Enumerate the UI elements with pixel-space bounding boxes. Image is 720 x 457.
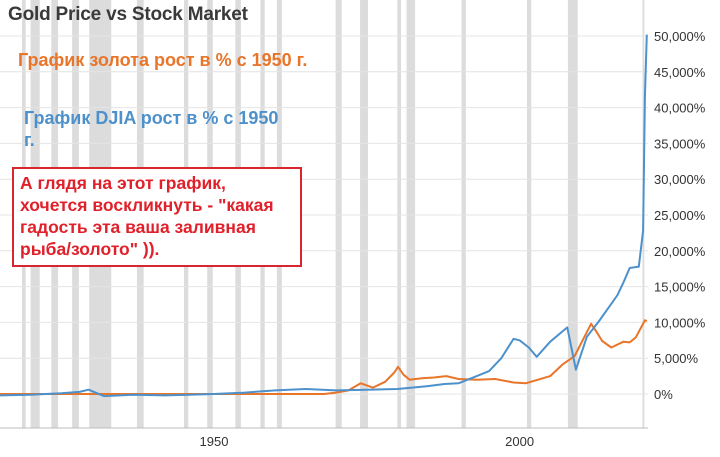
y-tick-label: 35,000% xyxy=(654,136,706,151)
y-tick-label: 50,000% xyxy=(654,29,706,44)
recession-band xyxy=(567,0,578,428)
series-line-gold xyxy=(0,319,648,395)
y-tick-label: 15,000% xyxy=(654,280,706,295)
y-tick-label: 30,000% xyxy=(654,172,706,187)
y-tick-label: 0% xyxy=(654,387,673,402)
y-tick-label: 25,000% xyxy=(654,208,706,223)
y-tick-label: 10,000% xyxy=(654,315,706,330)
comment-box: А глядя на этот график, хочется воскликн… xyxy=(12,167,302,267)
djia-annotation: График DJIA рост в % с 1950 г. xyxy=(24,108,279,150)
x-axis-tick-labels: 1950 2000 xyxy=(200,434,535,449)
recession-band xyxy=(461,0,466,428)
y-tick-label: 40,000% xyxy=(654,101,706,116)
recession-band xyxy=(406,0,416,428)
x-tick-label: 2000 xyxy=(505,434,534,449)
y-tick-label: 5,000% xyxy=(654,351,699,366)
recession-band xyxy=(397,0,402,428)
series-line-djia xyxy=(0,34,648,398)
y-axis-tick-labels: 0% 5,000% 10,000% 15,000% 20,000% 25,000% 30,0… xyxy=(654,29,706,402)
series-lines xyxy=(0,34,648,398)
recession-band xyxy=(526,0,532,428)
recession-band xyxy=(335,0,342,428)
recession-band xyxy=(360,0,369,428)
y-tick-label: 45,000% xyxy=(654,65,706,80)
y-tick-label: 20,000% xyxy=(654,244,706,259)
chart-title: Gold Price vs Stock Market xyxy=(8,4,248,25)
gold-annotation: График золота рост в % с 1950 г. xyxy=(18,50,308,70)
x-tick-label: 1950 xyxy=(200,434,229,449)
